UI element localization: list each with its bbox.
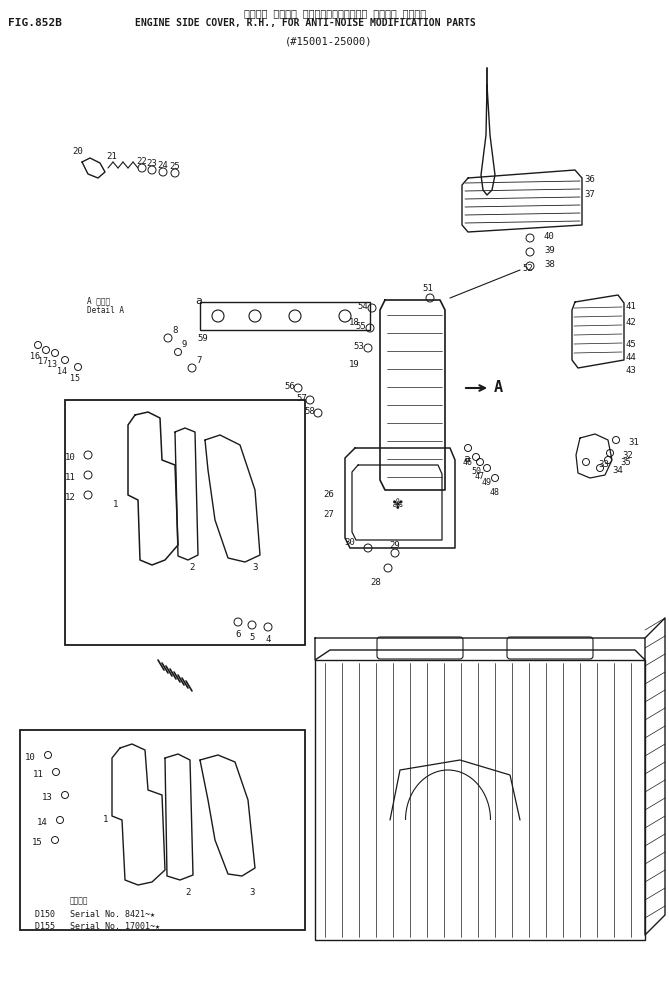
FancyBboxPatch shape [507, 637, 593, 659]
Text: 26: 26 [323, 490, 334, 499]
Text: ✾: ✾ [392, 498, 404, 512]
Text: 29: 29 [389, 541, 400, 550]
Text: 25: 25 [170, 162, 181, 171]
Text: 2: 2 [189, 563, 195, 572]
Text: 35: 35 [620, 458, 631, 467]
Text: ENGINE SIDE COVER, R.H., FOR ANTI-NOISE MODIFICATION PARTS: ENGINE SIDE COVER, R.H., FOR ANTI-NOISE … [135, 18, 476, 28]
Bar [200, 302, 370, 330]
Text: FIG.852B: FIG.852B [8, 18, 62, 28]
Text: 50: 50 [471, 467, 481, 476]
Text: A 詳細図: A 詳細図 [87, 296, 110, 305]
Text: 30: 30 [345, 538, 355, 547]
Text: 9: 9 [182, 340, 187, 349]
Text: 3: 3 [250, 888, 255, 897]
Text: 59: 59 [197, 334, 208, 343]
Text: 16: 16 [30, 352, 40, 361]
Text: 34: 34 [612, 466, 623, 475]
Text: 21: 21 [106, 152, 117, 161]
Bar [315, 660, 645, 940]
Text: 10: 10 [66, 453, 76, 462]
Text: 2: 2 [185, 888, 191, 897]
Text: 24: 24 [158, 161, 169, 170]
Text: 36: 36 [584, 175, 595, 184]
Text: 22: 22 [136, 157, 147, 166]
Text: 15: 15 [32, 838, 43, 847]
Text: 19: 19 [349, 360, 360, 369]
Text: 45: 45 [626, 340, 637, 349]
Text: 52: 52 [522, 264, 533, 273]
Text: エンジン サイドﾞ カバー、ミギ（ソウオン タイサク ブヒン）: エンジン サイドﾞ カバー、ミギ（ソウオン タイサク ブヒン） [244, 8, 426, 18]
Text: 13: 13 [47, 360, 57, 369]
Text: 23: 23 [147, 159, 157, 168]
Text: D150   Serial No. 8421~★: D150 Serial No. 8421~★ [35, 910, 155, 919]
Text: 5: 5 [250, 633, 255, 642]
Text: 40: 40 [544, 232, 555, 241]
Text: 20: 20 [73, 147, 84, 156]
Text: 37: 37 [584, 190, 595, 199]
Text: 7: 7 [196, 356, 201, 365]
Text: 1: 1 [112, 500, 118, 509]
Text: 54: 54 [357, 302, 368, 311]
Text: 49: 49 [482, 478, 492, 487]
Text: 58: 58 [304, 407, 314, 416]
Text: Detail A: Detail A [87, 306, 124, 315]
Text: 13: 13 [42, 793, 53, 802]
Text: 44: 44 [626, 353, 637, 362]
Text: 10: 10 [25, 753, 36, 762]
Text: 17: 17 [38, 357, 48, 366]
Text: 51: 51 [423, 284, 434, 293]
Text: 11: 11 [33, 770, 44, 779]
Text: 1: 1 [102, 815, 108, 824]
Text: 適用号番: 適用号番 [70, 896, 88, 905]
Text: 43: 43 [626, 366, 637, 375]
Text: 27: 27 [323, 510, 334, 519]
Text: 46: 46 [463, 458, 473, 467]
Text: 39: 39 [544, 246, 555, 255]
Text: 4: 4 [266, 635, 271, 644]
Text: 14: 14 [57, 367, 67, 376]
FancyBboxPatch shape [377, 637, 463, 659]
Text: 48: 48 [490, 488, 500, 497]
Text: 55: 55 [355, 322, 366, 331]
Text: 56: 56 [284, 382, 295, 391]
Bar [20, 730, 305, 930]
Text: (#15001-25000): (#15001-25000) [285, 36, 373, 46]
Text: A: A [494, 381, 503, 396]
Text: 11: 11 [66, 473, 76, 482]
Text: a: a [195, 296, 202, 306]
Text: 15: 15 [70, 374, 80, 383]
Text: 14: 14 [37, 818, 48, 827]
Text: 33: 33 [598, 460, 609, 469]
Text: 57: 57 [296, 394, 307, 403]
Text: D155   Serial No. 17001~★: D155 Serial No. 17001~★ [35, 922, 160, 931]
Text: 6: 6 [235, 630, 241, 639]
Text: 53: 53 [353, 342, 364, 351]
Text: 3: 3 [252, 563, 258, 572]
Text: 32: 32 [622, 451, 633, 460]
Text: 41: 41 [626, 302, 637, 311]
Text: 31: 31 [628, 438, 639, 447]
Text: a: a [463, 454, 470, 464]
Bar [65, 400, 305, 645]
Text: 38: 38 [544, 260, 555, 269]
Text: 47: 47 [475, 472, 485, 481]
Text: 12: 12 [66, 493, 76, 502]
Text: 8: 8 [172, 326, 177, 335]
Text: 18: 18 [349, 318, 360, 327]
Text: 28: 28 [371, 578, 381, 587]
Text: 42: 42 [626, 318, 637, 327]
